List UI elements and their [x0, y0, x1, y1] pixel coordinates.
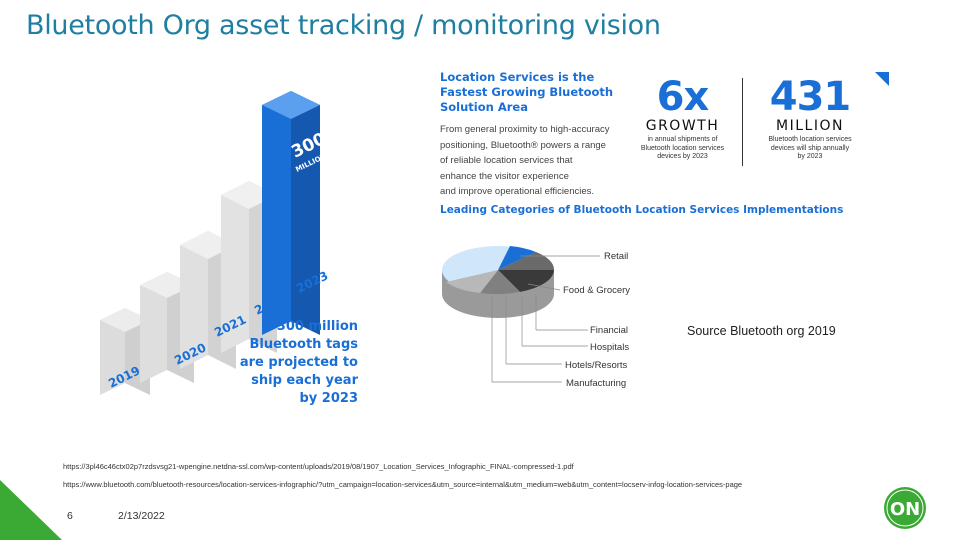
info-body-line: positioning, Bluetooth® powers a range: [440, 139, 606, 151]
info-body-line: of reliable location services that: [440, 155, 573, 166]
stat-growth-value: 6x: [656, 74, 710, 120]
category-label: Hotels/Resorts: [565, 360, 628, 371]
stat-sub-line: by 2023: [797, 153, 823, 160]
info-body: From general proximity to high-accuracy …: [440, 122, 620, 200]
category-label: Retail: [604, 251, 629, 262]
leading-categories-title: Leading Categories of Bluetooth Location…: [440, 204, 844, 216]
categories-pie-graphic: [442, 246, 600, 383]
tags-line: Bluetooth tags: [249, 337, 358, 352]
stat-growth-label: GROWTH: [645, 118, 720, 134]
source-link-infographic[interactable]: https://www.bluetooth.com/bluetooth-reso…: [63, 480, 743, 489]
tags-line: by 2023: [299, 391, 359, 406]
tags-line: ship each year: [251, 373, 358, 388]
tags-line: 300 million: [276, 319, 358, 334]
stat-million: 431 MILLION Bluetooth location services …: [755, 76, 865, 162]
slide-title: Bluetooth Org asset tracking / monitorin…: [26, 10, 661, 41]
category-label: Hospitals: [590, 342, 630, 353]
category-label: Manufacturing: [566, 378, 627, 389]
stat-divider: [742, 78, 743, 166]
isometric-bar-graphic: 300 MILLION 2019 2020 2021 2022 2023: [100, 91, 330, 395]
tags-projection-text: 300 million Bluetooth tags are projected…: [238, 318, 358, 408]
source-caption: Source Bluetooth org 2019: [687, 324, 836, 338]
info-heading-line: Fastest Growing Bluetooth: [440, 85, 614, 99]
source-link-pdf[interactable]: https://3pl46c46ctx02p7rzdsvsg21-wpengin…: [63, 462, 574, 471]
stat-million-value: 431: [769, 74, 852, 120]
stat-million-label: MILLION: [776, 118, 844, 134]
stat-growth-sub: in annual shipments of Bluetooth locatio…: [630, 136, 735, 162]
slide-date: 2/13/2022: [118, 510, 165, 522]
category-label: Financial: [590, 325, 629, 336]
info-body-line: enhance the visitor experience: [440, 170, 569, 182]
stat-sub-line: devices by 2023: [657, 153, 708, 160]
stat-sub-line: in annual shipments of: [647, 136, 718, 143]
info-body-line: From general proximity to high-accuracy: [440, 124, 610, 135]
corner-accent: [875, 72, 889, 86]
stat-million-sub: Bluetooth location services devices will…: [755, 136, 865, 162]
info-heading: Location Services is the Fastest Growing…: [440, 70, 615, 115]
category-label: Food & Grocery: [563, 285, 631, 296]
on-semiconductor-logo: ON: [884, 487, 926, 529]
info-heading-line: Solution Area: [440, 100, 528, 114]
bar-2023: [262, 91, 320, 335]
logo-text: ON: [890, 499, 920, 520]
stat-sub-line: Bluetooth location services: [768, 136, 852, 143]
page-number: 6: [67, 510, 73, 522]
stat-sub-line: Bluetooth location services: [640, 144, 725, 152]
info-heading-line: Location Services is the: [440, 70, 595, 84]
stat-sub-line: devices will ship annually: [770, 144, 850, 152]
green-corner-accent: [0, 480, 62, 540]
info-body-line: and improve operational efficiencies.: [440, 186, 595, 197]
tags-line: are projected to: [239, 355, 358, 370]
stat-growth: 6x GROWTH in annual shipments of Bluetoo…: [630, 76, 735, 162]
